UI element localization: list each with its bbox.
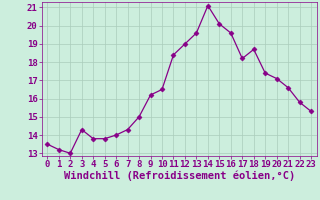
X-axis label: Windchill (Refroidissement éolien,°C): Windchill (Refroidissement éolien,°C) (64, 171, 295, 181)
